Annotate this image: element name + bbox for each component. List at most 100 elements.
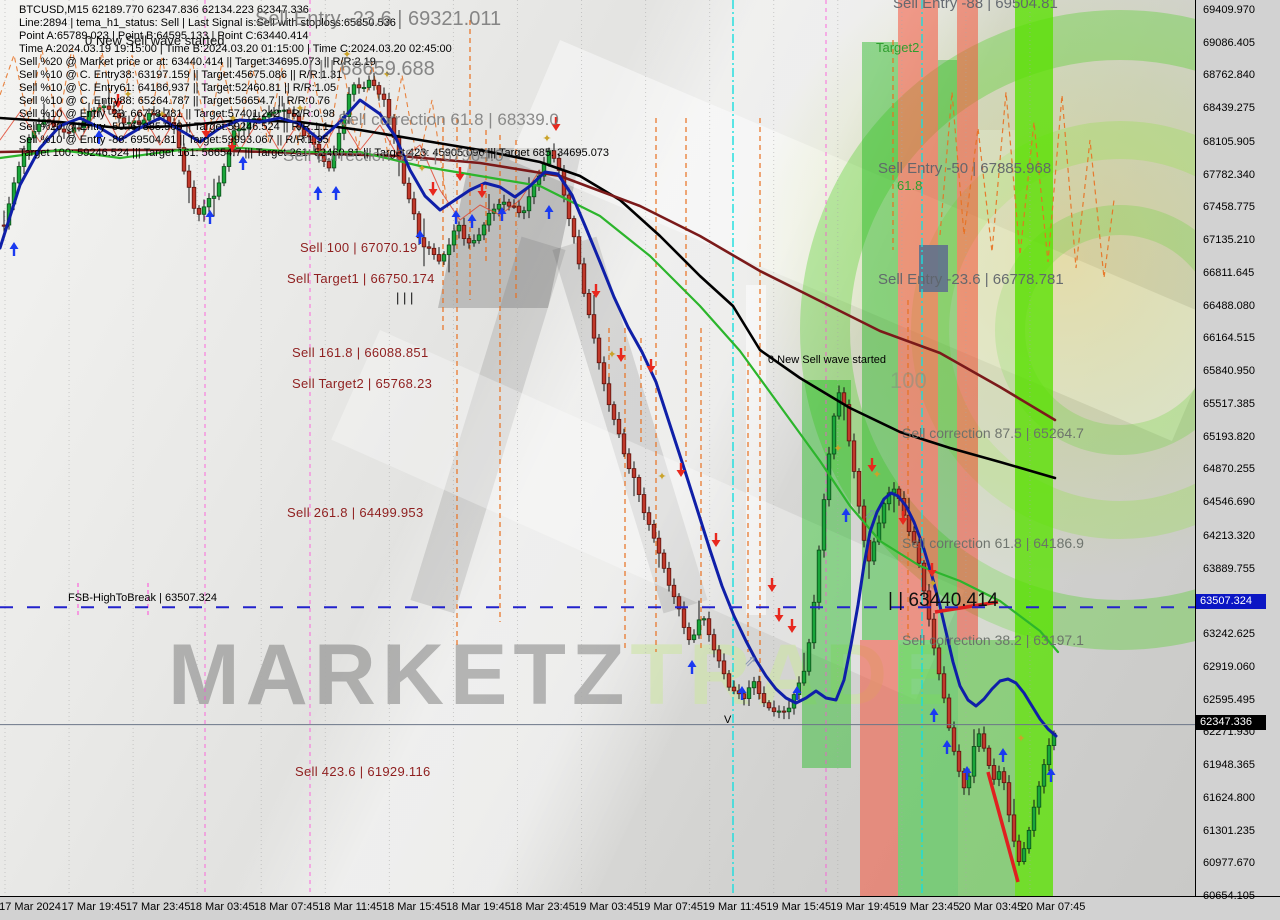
candle-body: [956, 750, 962, 772]
candle-body: [641, 494, 647, 514]
candle-body: [1011, 814, 1017, 842]
star-marker-icon: ✦: [228, 113, 237, 125]
sell-arrow-icon: [428, 189, 438, 196]
chart-annotation: Sell correction 87.5 | 65264.7: [902, 425, 1084, 441]
zone-band-7: [957, 0, 978, 640]
star-marker-icon: ✦: [833, 443, 842, 455]
plot-layers: ✦ ✦ ✦ ✦ ✦ ✦ ✦ ✦ ✦ ✦ ✦ ✦ ✦ ✦: [0, 0, 1195, 896]
candle-body: [161, 113, 167, 118]
candle-body: [831, 415, 837, 455]
candle-body: [221, 166, 227, 184]
candle-body: [606, 383, 612, 406]
price-axis-label: 60977.670: [1203, 857, 1255, 870]
candle-body: [691, 634, 697, 641]
star-marker-icon: ✦: [342, 49, 351, 61]
candle-body: [1031, 806, 1037, 831]
chart-annotation: Sell 161.8 | 66088.851: [292, 345, 429, 360]
candle-body: [476, 234, 482, 241]
candle-body: [121, 117, 127, 124]
candle-body: [611, 404, 617, 420]
candle-body: [36, 123, 42, 132]
buy-arrow-icon: [238, 156, 248, 163]
time-axis-label: 19 Mar 15:45: [766, 901, 832, 913]
buy-arrow-icon: [94, 130, 104, 137]
candle-body: [361, 87, 367, 90]
time-axis-label: 18 Mar 11:45: [318, 901, 383, 913]
sell-arrow-icon: [711, 540, 721, 547]
chart-annotation: Target2: [876, 40, 920, 55]
candle-body: [61, 128, 67, 133]
chart-annotation: 0 New Sell wave started: [85, 33, 225, 48]
candle-body: [941, 673, 947, 699]
candle-body: [836, 392, 842, 417]
candle-body: [466, 238, 472, 244]
glow-ring-inner: [995, 205, 1195, 455]
candle-body: [511, 205, 517, 208]
info-line-5: Sell %10 @ C. Entry38: 63197.159 || Targ…: [19, 69, 343, 81]
candle-body: [876, 522, 882, 543]
candle-body: [686, 627, 692, 641]
candle-body: [571, 218, 577, 238]
candle-body: [881, 503, 887, 524]
price-axis[interactable]: [1195, 0, 1280, 920]
price-axis-label: 67782.340: [1203, 168, 1255, 181]
info-line-4: Sell %20 @ Market price or at: 63440.414…: [19, 56, 376, 68]
candle-body: [871, 541, 877, 562]
buy-arrow-icon: [841, 508, 851, 515]
price-axis-label: 66164.515: [1203, 332, 1255, 345]
sell-arrow-icon: [927, 570, 937, 577]
candle-body: [411, 198, 417, 215]
chart-annotation: 100: [890, 368, 927, 393]
candle-body: [126, 122, 132, 125]
candle-body: [326, 161, 332, 169]
star-marker-icon: ✦: [1016, 733, 1025, 745]
price-axis-label: 62919.060: [1203, 660, 1255, 673]
candle-body: [556, 157, 562, 171]
buy-arrow-icon: [467, 214, 477, 221]
time-axis[interactable]: [0, 896, 1280, 920]
ma-fast-blue: [0, 98, 1058, 738]
candle-body: [696, 619, 702, 636]
time-axis-label: 18 Mar 15:45: [381, 901, 447, 913]
candle-body: [31, 131, 37, 139]
buy-arrow-icon: [942, 740, 952, 747]
time-axis-label: 19 Mar 11:45: [702, 901, 767, 913]
candle-body: [356, 84, 362, 89]
star-marker-icon: ✦: [123, 89, 132, 101]
time-axis-label: 18 Mar 23:45: [510, 901, 575, 913]
price-axis-label: 67458.775: [1203, 201, 1255, 214]
chart-annotation: Sell Entry -50 | 67885.968: [878, 160, 1052, 177]
candle-body: [1026, 829, 1032, 850]
candle-body: [291, 113, 297, 117]
price-axis-label: 61624.800: [1203, 791, 1255, 804]
time-axis-label: 18 Mar 19:45: [445, 901, 511, 913]
candle-body: [216, 182, 222, 197]
candle-body: [21, 152, 27, 167]
price-axis-label: 65840.950: [1203, 365, 1255, 378]
buy-arrow-icon: [929, 708, 939, 715]
candle-body: [196, 207, 202, 215]
candle-body: [621, 433, 627, 455]
candle-body: [806, 642, 812, 672]
candle-body: [486, 212, 492, 226]
candle-body: [711, 634, 717, 651]
candle-body: [656, 537, 662, 554]
star-marker-icon: ✦: [542, 133, 551, 145]
sell-arrow-icon: [676, 470, 686, 477]
candle-body: [1, 224, 7, 227]
price-axis-label: 69409.970: [1203, 4, 1255, 16]
candle-body: [771, 707, 777, 713]
candle-body: [811, 601, 817, 644]
trend-segment: [934, 600, 999, 614]
ma-slow-black: [0, 116, 1057, 480]
chart-annotation: Sell 423.6 | 61929.116: [295, 764, 431, 779]
zone-band-1: [802, 380, 851, 768]
buy-arrow-icon: [998, 748, 1008, 755]
chart-annotation: Sell 100 | 67070.19: [300, 240, 418, 255]
zone-band-5: [898, 640, 958, 896]
chart-annotation: Sell correction 38.2 | 63197.1: [902, 632, 1084, 648]
buy-arrow-icon: [497, 207, 507, 214]
candle-body: [526, 196, 532, 212]
chart-annotation: FSB-HighToBreak | 63507.324: [68, 592, 217, 604]
